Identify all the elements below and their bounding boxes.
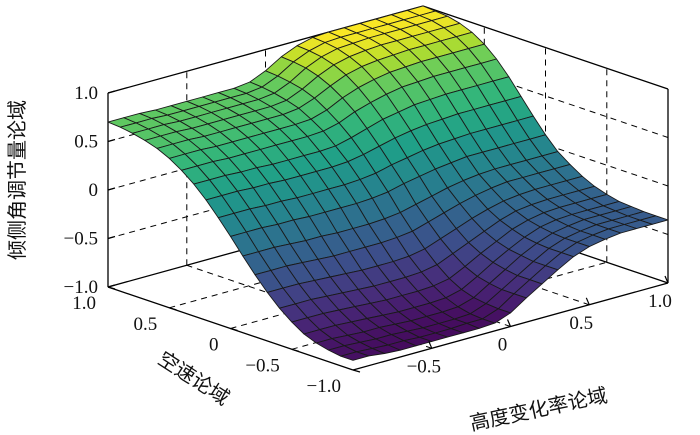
x-tick-label: −0.5 (407, 356, 441, 377)
y-tick-label: −0.5 (245, 355, 279, 376)
axes-front (107, 90, 669, 373)
z-tick-label: 0 (89, 180, 99, 201)
y-tick-mark (107, 286, 116, 290)
y-tick-mark (352, 369, 361, 373)
x-tick-label: 1.0 (648, 291, 672, 312)
x-axis-label: 高度变化率论域 (468, 383, 610, 435)
y-axis-label: 空速论域 (154, 346, 234, 410)
x-tick-mark (428, 341, 433, 349)
z-axis-label: 倾侧角调节量论域 (5, 100, 29, 260)
surface-cell (340, 351, 370, 361)
z-tick-label: 1.0 (74, 83, 98, 104)
z-tick-mark (107, 284, 116, 288)
x-tick-mark (506, 319, 512, 327)
z-tick-label: −1.0 (64, 277, 98, 298)
y-tick-mark (291, 348, 299, 352)
z-tick-label: −0.5 (64, 229, 98, 250)
x-tick-mark (664, 275, 669, 284)
z-tick-mark (107, 138, 116, 143)
surface-mesh (107, 5, 669, 361)
x-tick-mark (585, 297, 590, 306)
y-tick-mark (230, 327, 238, 332)
y-tick-label: −1.0 (307, 376, 341, 397)
x-tick-label: 0 (498, 335, 508, 356)
z-tick-label: 0.5 (74, 132, 98, 153)
z-tick-mark (107, 187, 116, 191)
y-tick-mark (169, 307, 177, 311)
tick-labels: 1.00.50−0.5−1.01.00.50−0.5−1.0−0.500.51.… (64, 83, 672, 397)
x-tick-label: 0.5 (569, 313, 593, 334)
y-tick-label: 0 (209, 335, 219, 356)
z-tick-mark (107, 235, 116, 240)
box-edge-top-right (422, 5, 669, 90)
y-tick-label: 1.0 (72, 293, 96, 314)
y-tick-label: 0.5 (134, 314, 158, 335)
z-tick-mark (107, 90, 116, 94)
